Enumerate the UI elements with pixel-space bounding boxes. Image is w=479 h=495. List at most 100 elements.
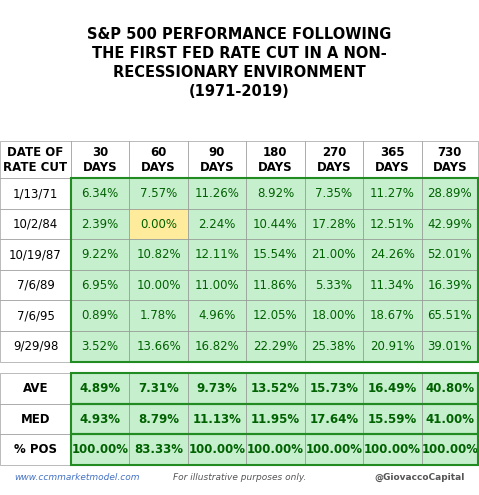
- Text: 8.92%: 8.92%: [257, 187, 294, 200]
- Bar: [305, 178, 363, 209]
- Text: 7/6/95: 7/6/95: [16, 309, 55, 322]
- Text: 100.00%: 100.00%: [247, 444, 304, 456]
- Text: 100.00%: 100.00%: [189, 444, 245, 456]
- Bar: [188, 270, 246, 300]
- Text: 2.39%: 2.39%: [81, 218, 119, 231]
- Bar: [422, 373, 478, 404]
- Text: 25.38%: 25.38%: [312, 340, 356, 353]
- Bar: [0, 435, 71, 465]
- Text: 12.51%: 12.51%: [370, 218, 415, 231]
- Bar: [188, 373, 246, 404]
- Text: 11.95%: 11.95%: [251, 413, 300, 426]
- Bar: [363, 178, 422, 209]
- Text: 4.96%: 4.96%: [198, 309, 236, 322]
- Bar: [305, 331, 363, 361]
- Bar: [188, 331, 246, 361]
- Bar: [305, 141, 363, 178]
- Text: 7.31%: 7.31%: [138, 382, 179, 395]
- Text: 365
DAYS: 365 DAYS: [375, 146, 410, 174]
- Bar: [129, 373, 188, 404]
- Text: www.ccmmarketmodel.com: www.ccmmarketmodel.com: [14, 473, 140, 482]
- Bar: [0, 178, 71, 209]
- Bar: [129, 141, 188, 178]
- Text: 12.11%: 12.11%: [194, 248, 240, 261]
- Text: 90
DAYS: 90 DAYS: [200, 146, 234, 174]
- Bar: [305, 404, 363, 435]
- Bar: [305, 373, 363, 404]
- Text: 24.26%: 24.26%: [370, 248, 415, 261]
- Text: 42.99%: 42.99%: [427, 218, 472, 231]
- Bar: [363, 270, 422, 300]
- Bar: [422, 404, 478, 435]
- Bar: [422, 240, 478, 270]
- Bar: [0, 331, 71, 361]
- Bar: [188, 141, 246, 178]
- Text: 11.26%: 11.26%: [194, 187, 240, 200]
- Text: 16.39%: 16.39%: [427, 279, 472, 292]
- Text: 6.95%: 6.95%: [81, 279, 119, 292]
- Bar: [246, 404, 305, 435]
- Bar: [246, 435, 305, 465]
- Text: 1/13/71: 1/13/71: [13, 187, 58, 200]
- Bar: [129, 300, 188, 331]
- Text: 20.91%: 20.91%: [370, 340, 415, 353]
- Text: % POS: % POS: [14, 444, 57, 456]
- Bar: [0, 270, 71, 300]
- Bar: [363, 404, 422, 435]
- Bar: [363, 300, 422, 331]
- Text: 13.66%: 13.66%: [136, 340, 181, 353]
- Text: 9.73%: 9.73%: [196, 382, 238, 395]
- Text: 10.00%: 10.00%: [137, 279, 181, 292]
- Bar: [422, 141, 478, 178]
- Text: 22.29%: 22.29%: [253, 340, 298, 353]
- Bar: [246, 178, 305, 209]
- Text: 9.22%: 9.22%: [81, 248, 119, 261]
- Bar: [246, 141, 305, 178]
- Bar: [71, 178, 129, 209]
- Text: 100.00%: 100.00%: [72, 444, 128, 456]
- Bar: [422, 300, 478, 331]
- Bar: [71, 178, 478, 361]
- Text: 17.64%: 17.64%: [309, 413, 358, 426]
- Text: 1.78%: 1.78%: [140, 309, 177, 322]
- Text: AVE: AVE: [23, 382, 48, 395]
- Text: 21.00%: 21.00%: [311, 248, 356, 261]
- Text: DATE OF
RATE CUT: DATE OF RATE CUT: [3, 146, 68, 174]
- Bar: [71, 240, 129, 270]
- Bar: [246, 300, 305, 331]
- Bar: [422, 331, 478, 361]
- Bar: [305, 435, 363, 465]
- Bar: [188, 178, 246, 209]
- Bar: [0, 240, 71, 270]
- Bar: [71, 270, 129, 300]
- Bar: [129, 270, 188, 300]
- Text: 7.35%: 7.35%: [315, 187, 353, 200]
- Bar: [188, 209, 246, 240]
- Text: 15.59%: 15.59%: [368, 413, 417, 426]
- Text: 6.34%: 6.34%: [81, 187, 119, 200]
- Bar: [0, 300, 71, 331]
- Text: 730
DAYS: 730 DAYS: [433, 146, 467, 174]
- Text: 18.67%: 18.67%: [370, 309, 415, 322]
- Bar: [363, 435, 422, 465]
- Bar: [246, 331, 305, 361]
- Bar: [129, 178, 188, 209]
- Bar: [0, 209, 71, 240]
- Bar: [363, 331, 422, 361]
- Bar: [71, 435, 129, 465]
- Text: 0.89%: 0.89%: [81, 309, 119, 322]
- Text: 60
DAYS: 60 DAYS: [141, 146, 176, 174]
- Bar: [71, 435, 478, 465]
- Bar: [0, 404, 71, 435]
- Text: 3.52%: 3.52%: [81, 340, 119, 353]
- Bar: [188, 240, 246, 270]
- Bar: [422, 435, 478, 465]
- Text: 100.00%: 100.00%: [306, 444, 362, 456]
- Text: For illustrative purposes only.: For illustrative purposes only.: [173, 473, 306, 482]
- Bar: [129, 240, 188, 270]
- Text: 11.00%: 11.00%: [194, 279, 240, 292]
- Bar: [71, 373, 129, 404]
- Bar: [129, 331, 188, 361]
- Bar: [188, 300, 246, 331]
- Text: 4.93%: 4.93%: [80, 413, 121, 426]
